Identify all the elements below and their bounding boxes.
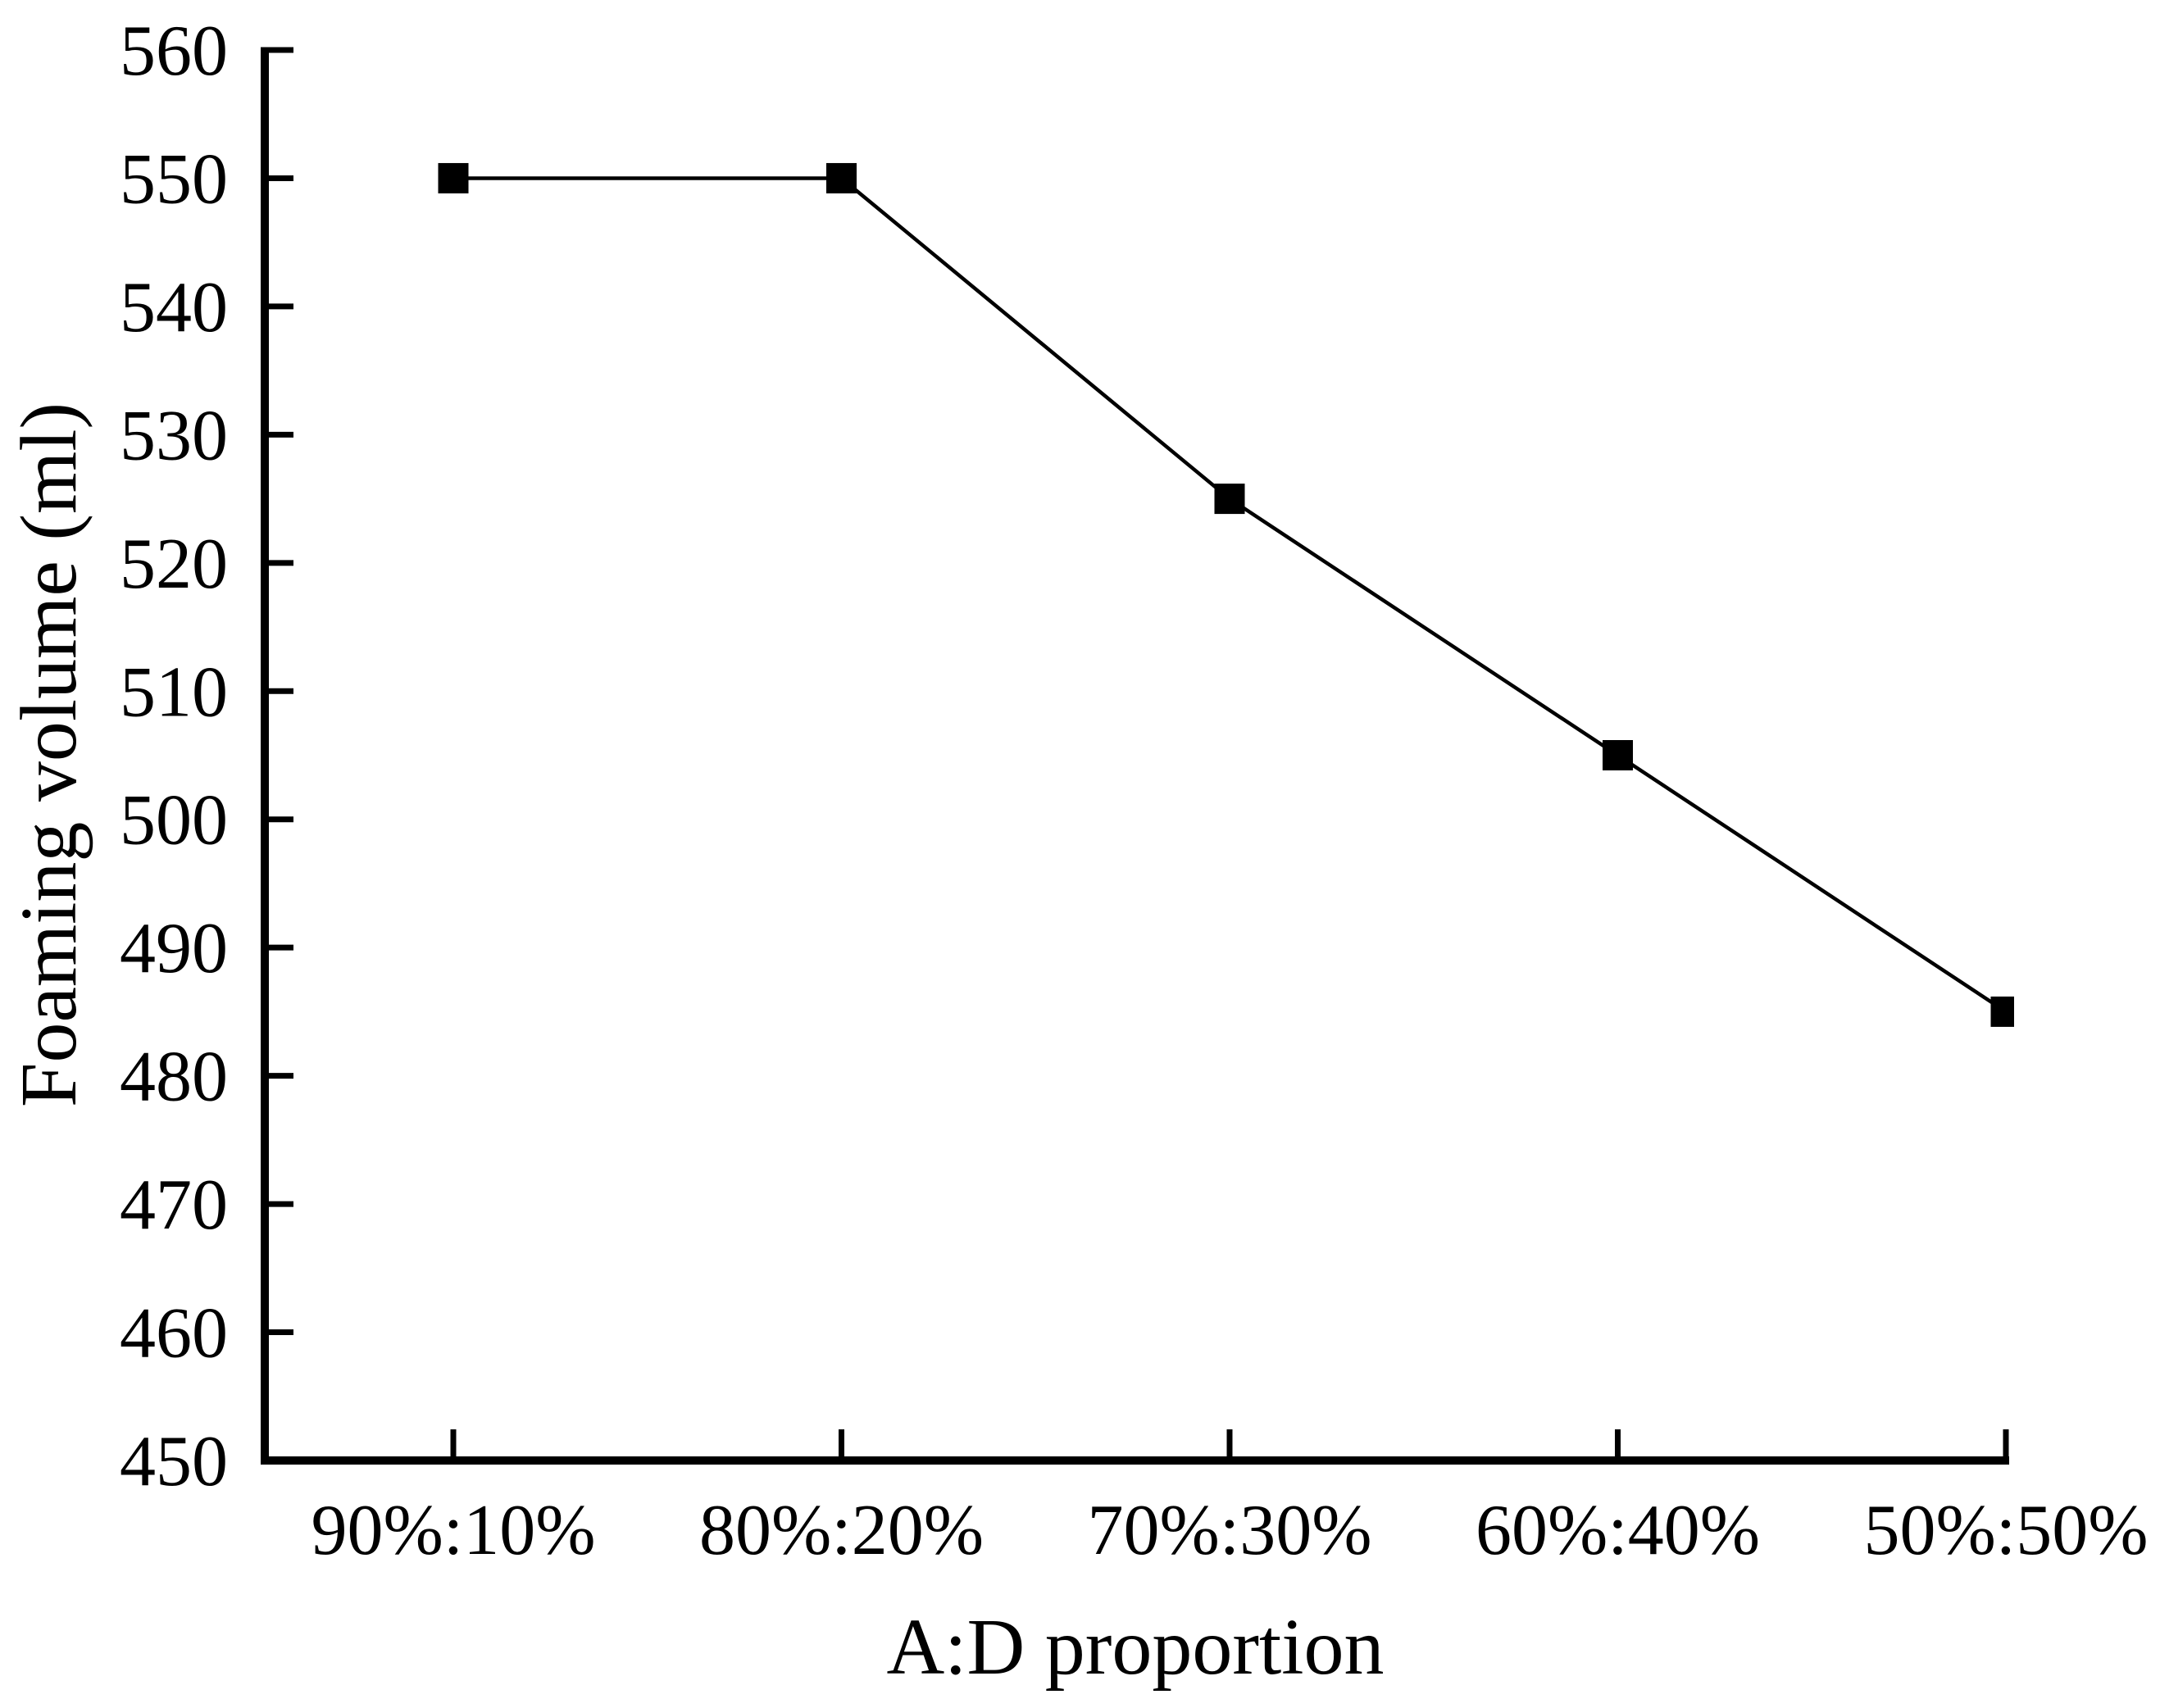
y-tick-label: 530: [120, 396, 228, 475]
y-tick-label: 520: [120, 525, 228, 604]
data-point-marker: [826, 162, 857, 193]
data-line: [453, 176, 2008, 1014]
data-point-marker: [1990, 996, 2014, 1027]
y-tick-label: 480: [120, 1038, 228, 1117]
x-tick-label: 50%:50%: [1863, 1491, 2148, 1570]
y-tick-label: 550: [120, 139, 228, 219]
x-axis-tick-labels: 90%:10% 80%:20% 70%:30% 60%:40% 50%:50%: [311, 1491, 2148, 1570]
y-tick-label: 470: [120, 1165, 228, 1245]
data-point-marker: [438, 162, 469, 193]
y-tick-label: 510: [120, 652, 228, 732]
x-axis-title: A:D proportion: [887, 1603, 1385, 1692]
data-point-marker: [1603, 740, 1633, 770]
data-point-marker: [1214, 484, 1245, 515]
x-tick-label: 80%:20%: [699, 1491, 984, 1570]
y-tick-label: 490: [120, 909, 228, 988]
axes: [261, 47, 2009, 1465]
data-markers: [438, 162, 2014, 1027]
y-tick-label: 460: [120, 1294, 228, 1374]
x-axis-ticks: [450, 1429, 2009, 1460]
y-tick-label: 450: [120, 1422, 228, 1501]
x-tick-label: 60%:40%: [1476, 1491, 1760, 1570]
y-tick-label: 540: [120, 268, 228, 348]
y-tick-label: 500: [120, 781, 228, 861]
y-axis-tick-labels: 450 460 470 480 490 500 510 520 530 540 550 560: [120, 11, 228, 1501]
y-axis-title: Foaming volume (ml): [5, 402, 93, 1107]
x-tick-label: 70%:30%: [1087, 1491, 1371, 1570]
y-tick-label: 560: [120, 11, 228, 91]
x-tick-label: 90%:10%: [311, 1491, 595, 1570]
data-series: [438, 162, 2014, 1027]
y-axis-ticks: [265, 47, 293, 1464]
